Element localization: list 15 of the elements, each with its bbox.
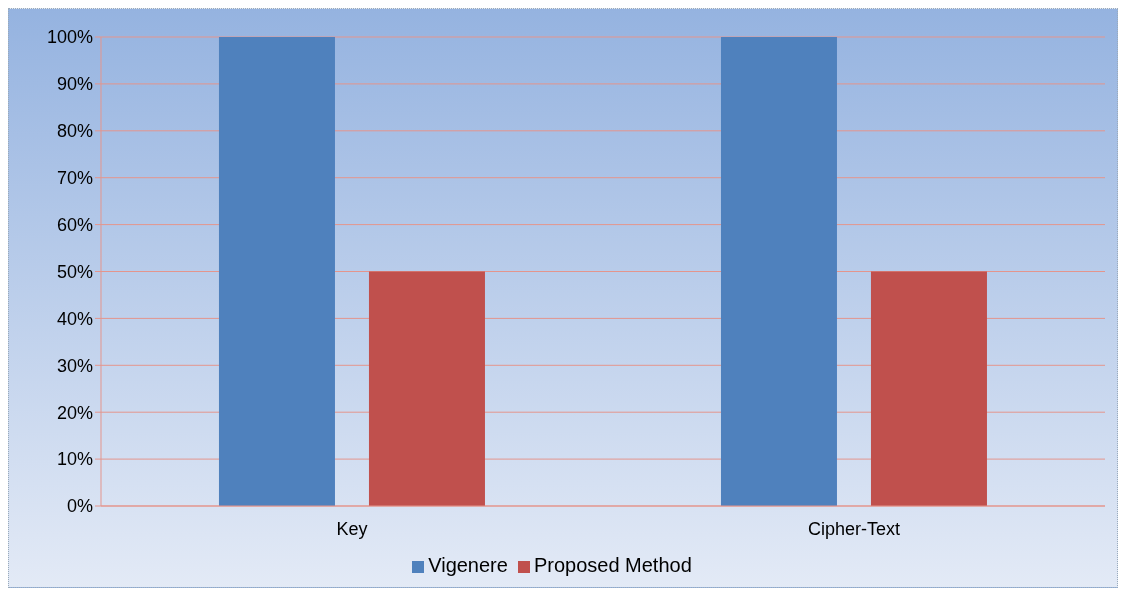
y-tick-label: 70% (56, 168, 93, 189)
y-tick-label: 50% (56, 261, 93, 282)
y-tick-label: 60% (56, 214, 93, 235)
y-tick-label: 0% (66, 496, 93, 517)
y-tick-label: 100% (46, 27, 93, 48)
y-tick-label: 20% (56, 402, 93, 423)
x-tick-label: Key (336, 518, 368, 539)
y-tick-label: 80% (56, 121, 93, 142)
y-tick-label: 10% (56, 449, 93, 470)
y-tick-label: 90% (56, 74, 93, 95)
legend-label: Vigenere (428, 554, 508, 576)
y-tick-label: 40% (56, 308, 93, 329)
y-tick-label: 30% (56, 355, 93, 376)
legend-label: Proposed Method (533, 554, 692, 576)
x-tick-label: Cipher-Text (807, 518, 901, 539)
